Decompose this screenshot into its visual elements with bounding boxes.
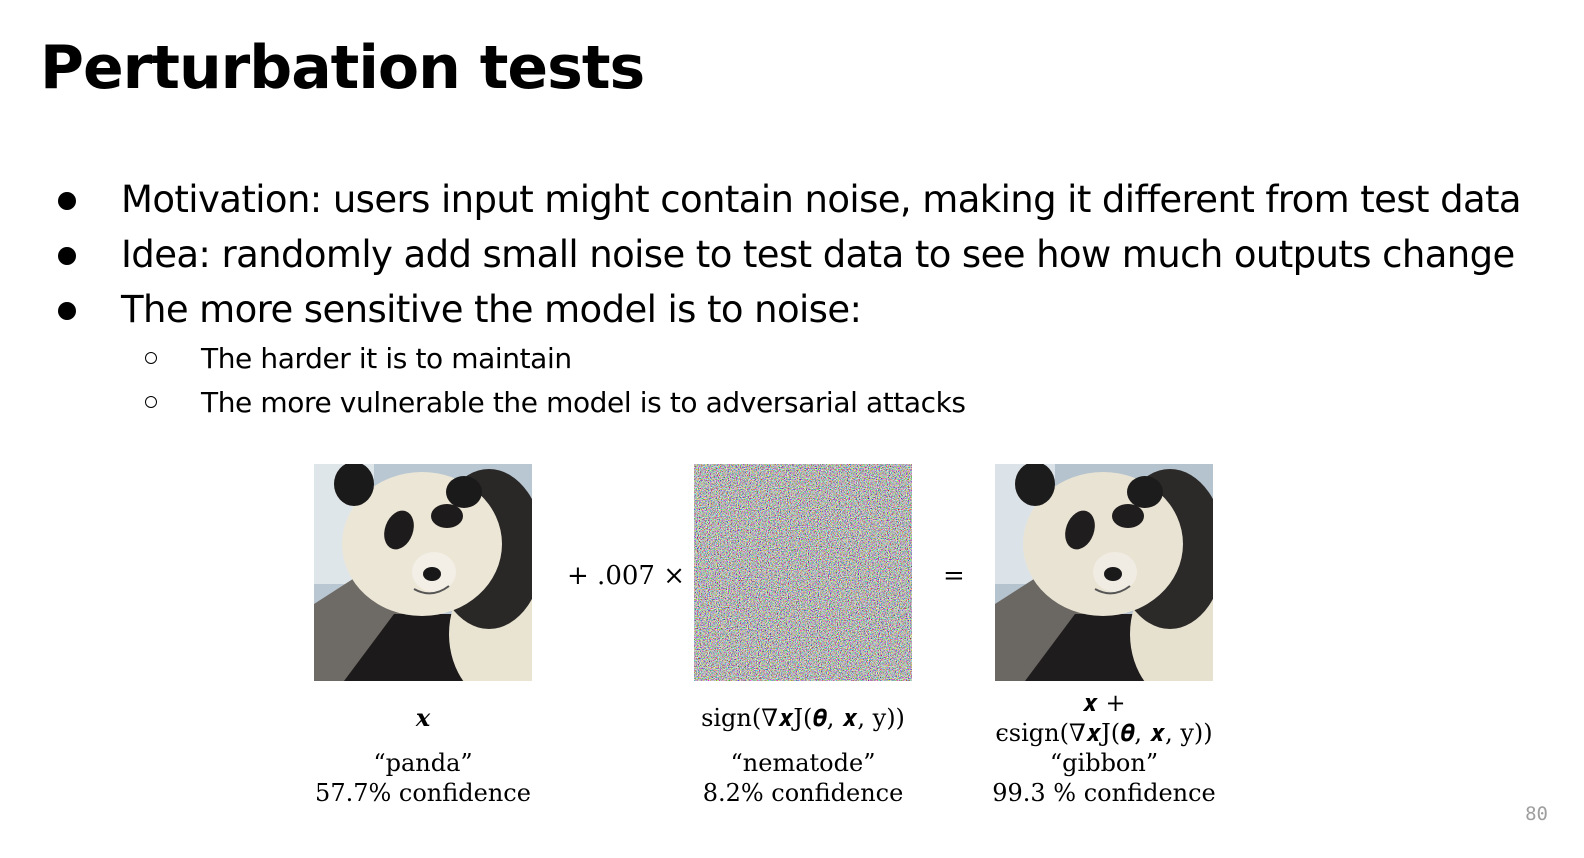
panda-formula: 𝒙 [415, 703, 431, 732]
bullet-dot-icon [58, 192, 76, 210]
bullet-motivation: Motivation: users input might contain no… [0, 172, 1584, 227]
adversarial-formula-line1: 𝒙 + [1082, 689, 1126, 717]
bullet-list: Motivation: users input might contain no… [0, 172, 1584, 425]
panda-class-label: “panda” [373, 749, 473, 777]
perturbed-panda-image [995, 464, 1213, 681]
bullet-sensitivity: The more sensitive the model is to noise… [0, 282, 1584, 337]
bullet-text: Motivation: users input might contain no… [121, 178, 1522, 221]
slide-title: Perturbation tests [40, 33, 645, 103]
bullet-text: The more sensitive the model is to noise… [121, 288, 862, 331]
noise-formula: sign(∇𝒙J(𝜽, 𝒙, y)) [701, 704, 905, 732]
panda-image [314, 464, 532, 681]
sub-bullet-text: The more vulnerable the model is to adve… [201, 386, 966, 419]
sub-bullet-maintain: The harder it is to maintain [0, 337, 1584, 381]
sub-bullet-text: The harder it is to maintain [201, 342, 572, 375]
equals-operator: = [943, 561, 965, 591]
panda-confidence: 57.7% confidence [315, 779, 531, 807]
scale-operator: + .007 × [567, 561, 685, 591]
nematode-class-label: “nematode” [730, 749, 876, 777]
adversarial-formula-line2: ϵsign(∇𝒙J(𝜽, 𝒙, y)) [995, 719, 1213, 747]
sub-bullet-circle-icon [145, 352, 157, 364]
bullet-dot-icon [58, 247, 76, 265]
page-number: 80 [1525, 803, 1548, 825]
noise-image [694, 464, 912, 681]
bullet-text: Idea: randomly add small noise to test d… [121, 233, 1515, 276]
nematode-confidence: 8.2% confidence [702, 779, 904, 807]
sub-bullet-adversarial: The more vulnerable the model is to adve… [0, 381, 1584, 425]
gibbon-class-label: “gibbon” [1049, 749, 1159, 777]
gibbon-confidence: 99.3 % confidence [992, 779, 1216, 807]
bullet-dot-icon [58, 302, 76, 320]
bullet-idea: Idea: randomly add small noise to test d… [0, 227, 1584, 282]
sub-bullet-circle-icon [145, 396, 157, 408]
